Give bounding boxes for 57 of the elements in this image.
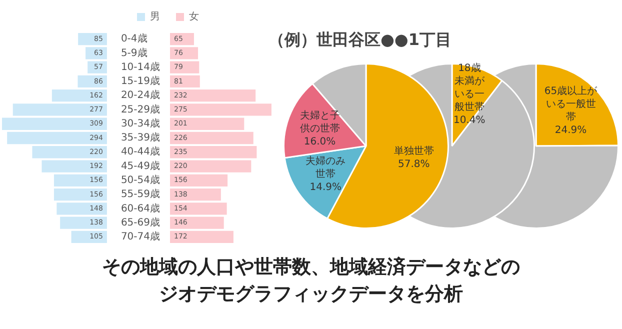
bar	[2, 118, 107, 130]
bar	[56, 202, 107, 215]
y-tick-label: 15-19歳	[120, 75, 160, 88]
bar	[170, 61, 200, 74]
data-label: 24.9%	[554, 125, 587, 136]
bar	[170, 216, 224, 229]
bar	[170, 47, 198, 60]
bar	[7, 132, 107, 144]
bar	[78, 75, 107, 88]
text: その地域の人口や世帯数、地域経済データなどの	[101, 255, 521, 280]
y-tick-label: 20-24歳	[120, 89, 160, 102]
y-tick-label: 65-69歳	[120, 216, 160, 228]
y-tick-label: 30-34歳	[120, 117, 160, 130]
y-tick-label: 10-14歳	[120, 60, 160, 73]
bar	[42, 160, 107, 172]
data-label: 14.9%	[310, 182, 342, 193]
y-tick-label: 35-39歳	[120, 132, 160, 144]
slice-label: 65歳以上がいる一般世帯	[544, 85, 598, 124]
slice-label: 単独世帯	[394, 145, 434, 158]
y-tick-label: 70-74歳	[120, 230, 160, 243]
slice-label: 夫婦と子供の世帯	[300, 109, 340, 134]
y-tick-label: 45-49歳	[120, 160, 160, 172]
legend-label: 女	[189, 10, 199, 23]
legend-label: 男	[150, 12, 160, 23]
y-tick-label: 25-29歳	[120, 103, 160, 116]
y-tick-label: 40-44歳	[120, 146, 160, 158]
y-tick-label: 60-64歳	[120, 202, 160, 214]
bar	[170, 90, 256, 102]
bar	[54, 174, 107, 186]
text: ジオデモグラフィックデータを分析	[158, 282, 464, 307]
bar	[170, 104, 272, 116]
y-tick-label: 0-4歳	[120, 32, 148, 45]
bar	[170, 202, 227, 215]
y-tick-label: 5-9歳	[120, 46, 148, 59]
bar	[170, 75, 200, 88]
bar	[78, 32, 107, 46]
bar	[54, 188, 107, 201]
bar	[12, 104, 107, 116]
bar	[86, 47, 107, 60]
bar	[170, 118, 244, 130]
bar	[170, 132, 254, 144]
bar	[170, 160, 252, 172]
bar	[88, 61, 107, 74]
bar	[170, 230, 234, 244]
bar	[170, 146, 257, 158]
bar	[170, 188, 221, 201]
bar	[60, 216, 107, 229]
bar	[52, 90, 107, 102]
bar	[32, 146, 107, 158]
data-label: 57.8%	[398, 159, 430, 170]
y-tick-label: 50-54歳	[120, 174, 160, 186]
chart-title: （例）世田谷区●●1丁目	[267, 30, 453, 51]
bar	[71, 230, 107, 244]
data-label: 16.0%	[304, 136, 336, 148]
y-tick-label: 55-59歳	[120, 188, 160, 200]
slice-label: 夫婦のみ世帯	[306, 154, 346, 180]
bar	[170, 174, 228, 186]
